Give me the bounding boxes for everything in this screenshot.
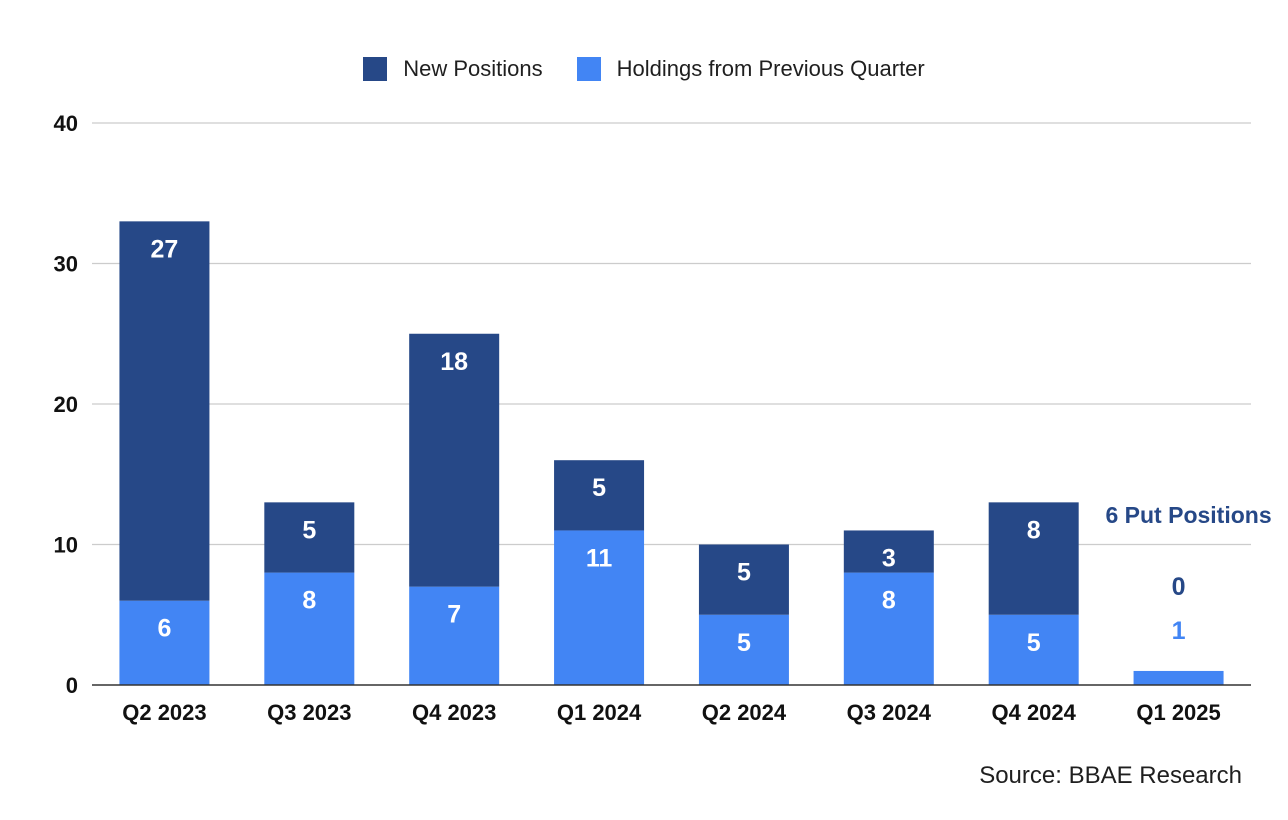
bar-holdings-3	[554, 530, 645, 685]
data-label-holdings-5: 8	[882, 587, 896, 615]
bar-new-positions-4	[698, 544, 789, 615]
data-label-holdings-1: 8	[302, 587, 316, 615]
legend-swatch-new-positions	[363, 57, 388, 81]
x-tick-label-0: Q2 2023	[122, 700, 206, 725]
source-note: Source: BBAE Research	[979, 762, 1242, 789]
legend-item-holdings[interactable]: Holdings from Previous Quarter	[576, 56, 925, 82]
bar-new-positions-2	[409, 333, 500, 587]
data-label-holdings-7: 1	[1172, 617, 1186, 645]
x-tick-label-1: Q3 2023	[267, 700, 351, 725]
y-tick-label-30: 30	[54, 252, 78, 277]
data-label-holdings-3: 11	[586, 544, 613, 572]
data-label-new-positions-5: 3	[882, 544, 896, 572]
y-tick-label-0: 0	[66, 673, 78, 698]
data-label-holdings-0: 6	[157, 615, 171, 643]
annotation-put-positions: 6 Put Positions	[1105, 502, 1271, 528]
data-label-new-positions-2: 18	[440, 348, 468, 376]
legend-swatch-holdings	[576, 57, 601, 81]
data-label-new-positions-6: 8	[1027, 516, 1041, 544]
bar-new-positions-0	[119, 221, 210, 601]
bar-holdings-2	[409, 586, 500, 685]
y-tick-label-40: 40	[54, 111, 78, 136]
bar-holdings-6	[988, 614, 1079, 685]
bar-holdings-0	[119, 600, 210, 685]
legend-label-new-positions: New Positions	[403, 56, 543, 81]
bar-holdings-4	[698, 614, 789, 685]
bar-holdings-7	[1133, 670, 1224, 685]
x-tick-label-5: Q3 2024	[847, 700, 932, 725]
x-tick-label-7: Q1 2025	[1136, 700, 1220, 725]
data-label-holdings-2: 7	[447, 601, 461, 629]
data-label-new-positions-3: 5	[592, 474, 606, 502]
y-tick-label-20: 20	[54, 392, 78, 417]
data-label-new-positions-1: 5	[302, 516, 316, 544]
bar-holdings-5	[843, 572, 934, 685]
bar-new-positions-5	[843, 530, 934, 573]
x-tick-label-6: Q4 2024	[991, 700, 1076, 725]
data-label-new-positions-4: 5	[737, 559, 751, 587]
legend-label-holdings: Holdings from Previous Quarter	[616, 56, 925, 81]
bar-holdings-1	[264, 572, 355, 685]
bar-new-positions-6	[988, 502, 1079, 615]
data-label-new-positions-0: 27	[151, 235, 179, 263]
x-tick-label-4: Q2 2024	[702, 700, 787, 725]
data-label-holdings-6: 5	[1027, 629, 1041, 657]
data-label-new-positions-7: 0	[1172, 573, 1186, 601]
x-tick-label-2: Q4 2023	[412, 700, 496, 725]
data-label-holdings-4: 5	[737, 629, 751, 657]
legend: New Positions Holdings from Previous Qua…	[0, 56, 1288, 82]
x-tick-label-3: Q1 2024	[557, 700, 642, 725]
bar-new-positions-3	[554, 460, 645, 531]
legend-item-new-positions[interactable]: New Positions	[363, 56, 543, 82]
y-tick-label-10: 10	[54, 533, 78, 558]
bar-new-positions-1	[264, 502, 355, 573]
